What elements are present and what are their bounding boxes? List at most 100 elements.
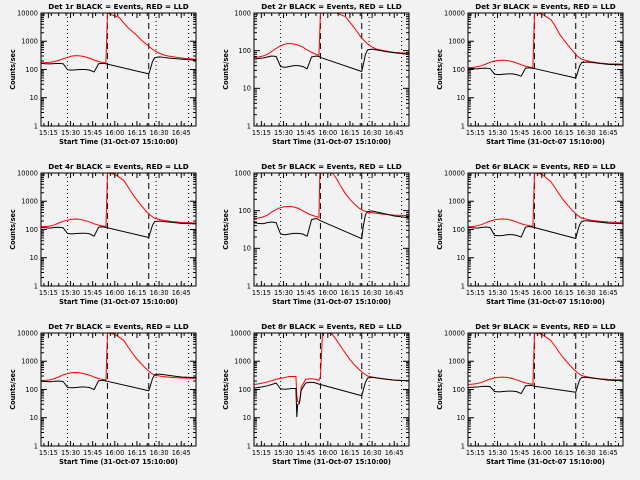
y-axis-label: Counts/sec [9, 369, 17, 410]
x-tick-label: 15:15 [465, 129, 484, 137]
y-axis-label: Counts/sec [9, 49, 17, 90]
x-tick-label: 16:00 [105, 129, 124, 137]
x-tick-label: 15:30 [61, 129, 80, 137]
plot-panel: Det 6r BLACK = Events, RED = LLD 1 10 100 10… [427, 160, 640, 320]
x-tick-label: 15:45 [83, 129, 102, 137]
plot-panel: Det 2r BLACK = Events, RED = LLD 1 10 100 10… [213, 0, 426, 160]
y-tick-label: 1 [34, 442, 38, 450]
y-tick-label: 100 [239, 47, 252, 55]
y-tick-label: 100 [239, 207, 252, 215]
plot-panel: Det 1r BLACK = Events, RED = LLD 1 10 100 10… [0, 0, 213, 160]
x-tick-label: 16:15 [554, 289, 573, 297]
panel-title: Det 9r BLACK = Events, RED = LLD [475, 322, 615, 331]
y-tick-label: 10000 [444, 9, 465, 17]
x-tick-label: 15:30 [488, 289, 507, 297]
y-tick-label: 100 [239, 386, 252, 394]
plot-panel: Det 5r BLACK = Events, RED = LLD 1 10 100 10… [213, 160, 426, 320]
x-tick-label: 16:00 [532, 129, 551, 137]
y-tick-label: 1000 [21, 38, 38, 46]
x-tick-label: 16:45 [172, 129, 191, 137]
y-tick-label: 100 [25, 226, 38, 234]
y-tick-label: 10 [243, 245, 251, 253]
y-tick-label: 100 [452, 66, 465, 74]
x-tick-label: 15:30 [274, 289, 293, 297]
x-tick-label: 16:15 [127, 289, 146, 297]
series-line-events [467, 220, 623, 240]
series-line-lld [467, 332, 623, 386]
x-axis-label: Start Time (31-Oct-07 15:10:00) [272, 138, 391, 146]
y-tick-label: 1 [247, 122, 251, 130]
x-tick-label: 16:30 [150, 129, 169, 137]
x-tick-label: 16:15 [554, 449, 573, 457]
y-tick-label: 1000 [21, 358, 38, 366]
y-axis-label: Counts/sec [436, 369, 444, 410]
x-tick-label: 16:45 [385, 449, 404, 457]
y-axis-label: Counts/sec [436, 209, 444, 250]
x-tick-label: 15:45 [296, 449, 315, 457]
plot-panel: Det 8r BLACK = Events, RED = LLD 1 10 100 10… [213, 320, 426, 480]
panel-title: Det 6r BLACK = Events, RED = LLD [475, 162, 615, 171]
x-tick-label: 16:00 [319, 129, 338, 137]
x-tick-label: 16:00 [532, 449, 551, 457]
y-tick-label: 10 [243, 85, 251, 93]
x-tick-label: 15:45 [510, 449, 529, 457]
y-tick-label: 10000 [17, 329, 38, 337]
plot-panel: Det 9r BLACK = Events, RED = LLD 1 10 100 10… [427, 320, 640, 480]
series-line-events [254, 210, 410, 240]
x-axis-label: Start Time (31-Oct-07 15:10:00) [486, 138, 605, 146]
x-axis-label: Start Time (31-Oct-07 15:10:00) [272, 458, 391, 466]
x-tick-label: 16:30 [363, 289, 382, 297]
x-tick-label: 15:15 [39, 289, 58, 297]
x-tick-label: 15:15 [252, 449, 271, 457]
panel-title: Det 1r BLACK = Events, RED = LLD [48, 2, 188, 11]
x-tick-label: 16:45 [172, 289, 191, 297]
x-tick-label: 15:15 [39, 129, 58, 137]
x-tick-label: 15:45 [296, 129, 315, 137]
y-tick-label: 10 [30, 254, 38, 262]
x-tick-label: 15:30 [274, 449, 293, 457]
x-tick-label: 16:45 [385, 129, 404, 137]
x-tick-label: 15:30 [488, 449, 507, 457]
x-tick-label: 15:15 [252, 289, 271, 297]
y-tick-label: 1000 [448, 38, 465, 46]
x-tick-label: 16:15 [341, 289, 360, 297]
y-tick-label: 10000 [230, 329, 251, 337]
series-line-events [254, 376, 410, 418]
panel-title: Det 3r BLACK = Events, RED = LLD [475, 2, 615, 11]
y-tick-label: 10000 [17, 9, 38, 17]
panel-title: Det 5r BLACK = Events, RED = LLD [262, 162, 402, 171]
x-axis-label: Start Time (31-Oct-07 15:10:00) [59, 458, 178, 466]
x-tick-label: 15:15 [39, 449, 58, 457]
x-tick-label: 15:30 [61, 289, 80, 297]
x-axis-label: Start Time (31-Oct-07 15:10:00) [59, 138, 178, 146]
x-tick-label: 16:45 [598, 289, 617, 297]
x-tick-label: 16:45 [598, 449, 617, 457]
y-tick-label: 1000 [448, 358, 465, 366]
x-tick-label: 15:45 [83, 289, 102, 297]
y-tick-label: 1000 [235, 358, 252, 366]
y-tick-label: 1 [34, 282, 38, 290]
x-tick-label: 16:00 [319, 289, 338, 297]
x-tick-label: 16:00 [532, 289, 551, 297]
series-line-lld [467, 12, 623, 69]
y-tick-label: 100 [25, 66, 38, 74]
x-tick-label: 15:30 [274, 129, 293, 137]
x-tick-label: 16:30 [150, 449, 169, 457]
panel-title: Det 7r BLACK = Events, RED = LLD [48, 322, 188, 331]
y-tick-label: 100 [25, 386, 38, 394]
series-line-lld [40, 172, 197, 228]
series-line-events [40, 56, 197, 75]
x-tick-label: 16:30 [576, 129, 595, 137]
series-line-events [254, 48, 410, 72]
x-tick-label: 15:30 [488, 129, 507, 137]
series-line-events [467, 376, 623, 395]
x-axis-label: Start Time (31-Oct-07 15:10:00) [486, 298, 605, 306]
x-tick-label: 16:30 [576, 449, 595, 457]
plot-panel: Det 4r BLACK = Events, RED = LLD 1 10 100 10… [0, 160, 213, 320]
y-axis-label: Counts/sec [9, 209, 17, 250]
x-tick-label: 15:45 [510, 129, 529, 137]
x-tick-label: 16:15 [127, 449, 146, 457]
y-tick-label: 1000 [235, 169, 252, 177]
y-tick-label: 1 [460, 122, 464, 130]
x-tick-label: 16:30 [150, 289, 169, 297]
